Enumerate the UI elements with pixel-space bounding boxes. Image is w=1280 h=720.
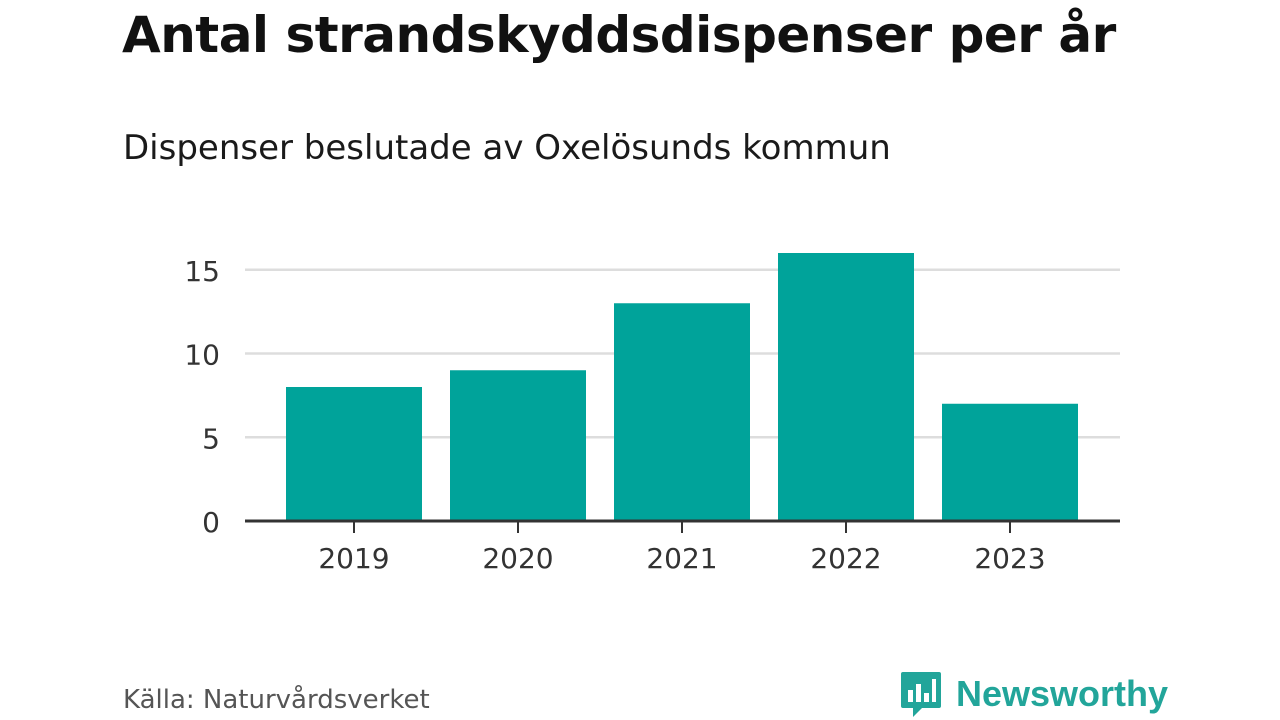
bar-2019 <box>286 387 422 521</box>
y-tick-label: 0 <box>202 506 220 539</box>
x-tick-label: 2020 <box>482 542 553 575</box>
source-note: Källa: Naturvårdsverket <box>123 685 430 715</box>
y-tick-label: 5 <box>202 422 220 455</box>
x-tick-label: 2022 <box>810 542 881 575</box>
x-tick-label: 2021 <box>646 542 717 575</box>
bar-2022 <box>778 253 914 521</box>
y-axis-ticks: 0 5 10 15 <box>184 255 220 539</box>
x-tick-label: 2023 <box>974 542 1045 575</box>
y-tick-label: 15 <box>184 255 220 288</box>
chart-title: Antal strandskyddsdispenser per år <box>122 6 1116 64</box>
bar-2023 <box>942 403 1078 521</box>
chart-subtitle: Dispenser beslutade av Oxelösunds kommun <box>123 128 891 168</box>
x-axis: 2019 2020 2021 2022 2023 <box>245 519 1120 575</box>
x-tick-label: 2019 <box>318 542 389 575</box>
bars <box>286 253 1078 521</box>
brand-name: Newsworthy <box>956 673 1169 714</box>
y-tick-label: 10 <box>184 339 220 372</box>
bar-2020 <box>450 370 586 521</box>
newsworthy-logo-icon <box>901 672 941 717</box>
bar-2021 <box>614 303 750 521</box>
brand-logo: Newsworthy <box>900 670 1168 718</box>
